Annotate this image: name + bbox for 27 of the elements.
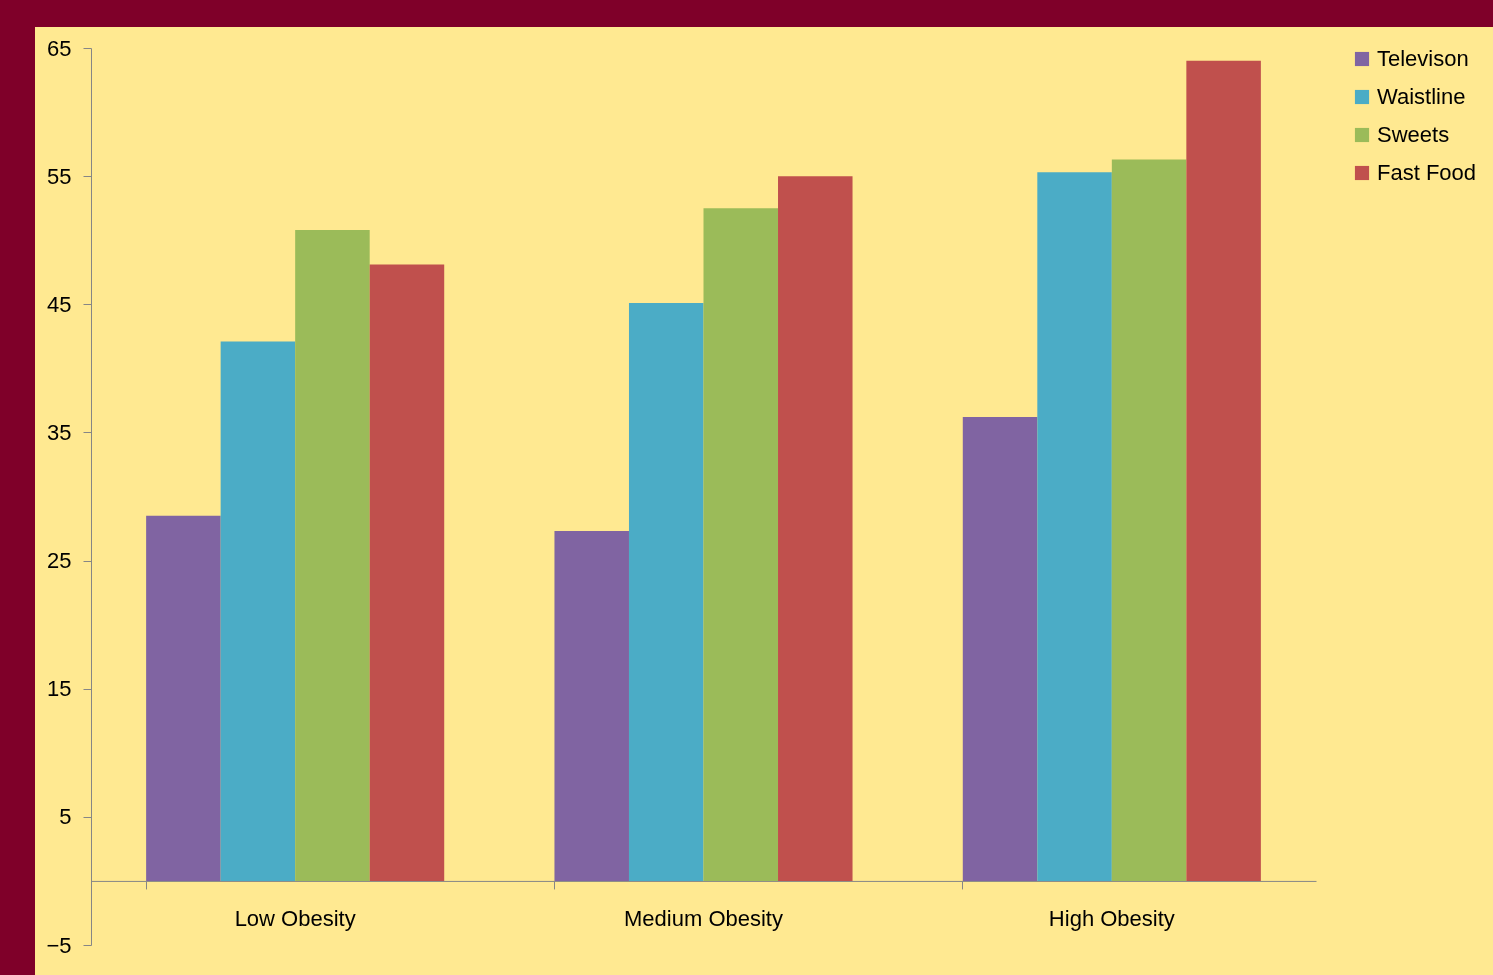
bar	[369, 264, 445, 881]
x-tick-label: Low Obesity	[234, 906, 356, 932]
y-tick-label: 25	[47, 548, 72, 574]
y-tick-label: 45	[47, 291, 72, 317]
bar	[146, 515, 221, 881]
bar	[1037, 172, 1112, 881]
bar	[295, 229, 370, 881]
y-tick-label: −5	[46, 932, 72, 958]
bar	[220, 341, 296, 881]
legend-label: Televison	[1377, 46, 1469, 71]
bar	[778, 176, 853, 881]
bar	[962, 417, 1038, 881]
legend-label: Waistline	[1377, 84, 1466, 109]
bar	[1186, 60, 1261, 881]
bar	[628, 303, 704, 881]
bar	[1111, 159, 1187, 881]
legend-label: Fast Food	[1377, 160, 1477, 185]
bar	[703, 208, 779, 881]
y-tick-label: 55	[47, 163, 72, 189]
y-tick-label: 35	[47, 419, 72, 445]
y-tick-label: 5	[59, 804, 72, 830]
y-tick-label: 15	[47, 676, 72, 702]
y-tick-label: 65	[47, 35, 72, 61]
x-tick-label: High Obesity	[1048, 906, 1175, 932]
legend-label: Sweets	[1377, 122, 1450, 147]
x-tick-label: Medium Obesity	[624, 906, 783, 932]
bar	[554, 531, 629, 881]
